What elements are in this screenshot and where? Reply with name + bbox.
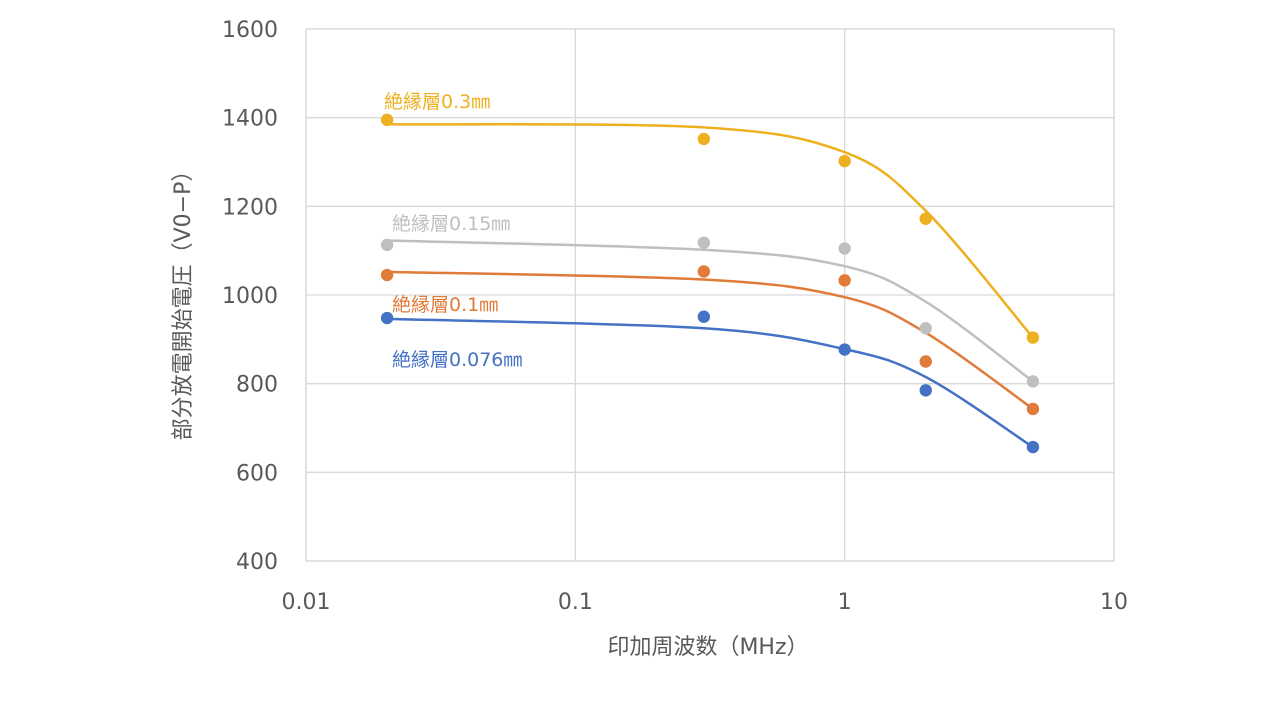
data-point — [919, 322, 932, 335]
trend-lines — [385, 123, 1035, 449]
x-tick-label: 1 — [838, 590, 852, 615]
x-tick-labels: 0.01 0.1 1 10 — [282, 590, 1128, 615]
data-points — [380, 113, 1040, 454]
y-tick-label: 1000 — [222, 284, 278, 309]
data-point — [380, 311, 394, 325]
data-point — [838, 242, 851, 255]
data-point — [697, 132, 711, 146]
x-axis-title: 印加周波数（MHz） — [607, 635, 808, 660]
data-point — [1026, 331, 1040, 344]
series-label: 絶縁層0.15㎜ — [392, 213, 510, 235]
data-point — [919, 384, 932, 397]
trend-line — [385, 270, 1035, 411]
plot-frame — [305, 28, 1115, 562]
trend-line — [385, 317, 1035, 449]
data-point — [919, 212, 932, 225]
data-point — [1026, 402, 1040, 416]
data-point — [919, 355, 932, 368]
y-tick-labels: 400 600 800 1000 1200 1400 1600 — [222, 18, 278, 575]
series-label: 絶縁層0.076㎜ — [392, 349, 522, 371]
data-point — [697, 236, 711, 249]
axes — [305, 28, 1115, 562]
data-point — [838, 274, 851, 287]
trend-line — [385, 123, 1035, 339]
x-tick-label: 0.1 — [558, 590, 593, 615]
y-tick-label: 600 — [236, 461, 278, 486]
data-point — [380, 238, 394, 252]
x-tick-label: 0.01 — [282, 590, 331, 615]
data-point — [1026, 375, 1040, 388]
data-point — [380, 268, 394, 282]
y-tick-label: 1200 — [222, 195, 278, 220]
y-tick-label: 1400 — [222, 107, 278, 132]
data-point — [838, 343, 851, 356]
trend-line — [385, 239, 1035, 383]
y-axis-title: 部分放電開始電圧（V0−P） — [171, 160, 196, 441]
data-point — [838, 154, 851, 168]
y-tick-label: 1600 — [222, 18, 278, 43]
series-label: 絶縁層0.3㎜ — [384, 91, 490, 113]
series-label: 絶縁層0.1㎜ — [392, 294, 498, 316]
data-point — [380, 113, 394, 127]
data-point — [1026, 440, 1040, 454]
y-tick-label: 800 — [236, 373, 278, 398]
data-point — [697, 265, 711, 278]
data-point — [697, 310, 711, 323]
x-tick-label: 10 — [1100, 590, 1128, 615]
y-tick-label: 400 — [236, 550, 278, 575]
